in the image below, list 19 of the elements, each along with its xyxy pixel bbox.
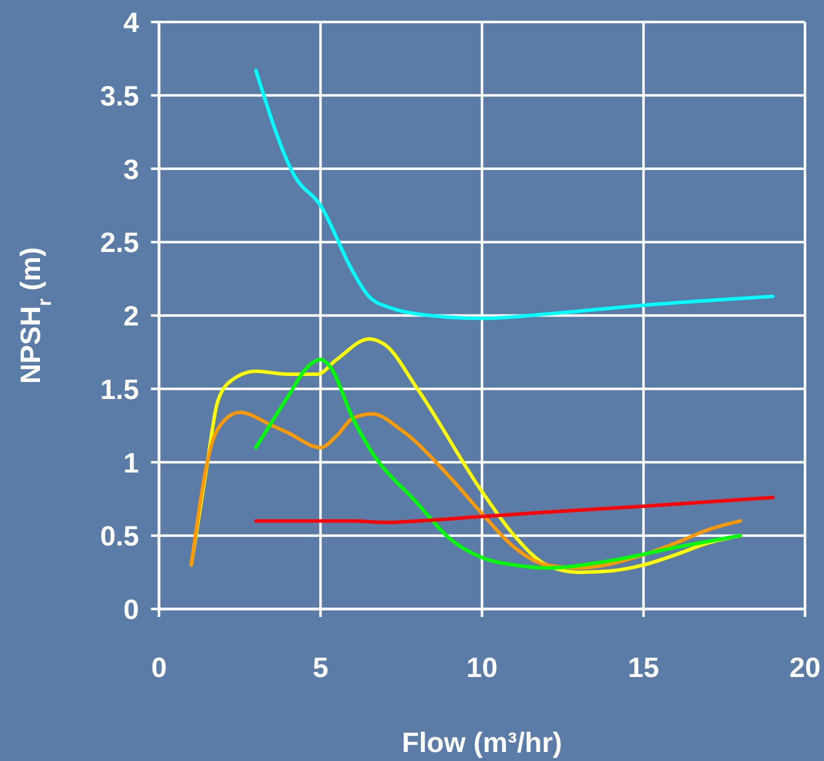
x-tick-label: 10 xyxy=(466,652,498,683)
line-series xyxy=(254,358,742,570)
x-tick-label: 0 xyxy=(151,652,167,683)
y-tick-label: 1.5 xyxy=(100,374,139,405)
y-tick-label: 2 xyxy=(123,300,139,332)
x-tick-label: 15 xyxy=(628,652,660,683)
x-tick-label: 20 xyxy=(789,652,821,683)
line-series xyxy=(190,410,742,570)
line-series xyxy=(254,496,774,524)
line-series xyxy=(254,68,774,320)
x-tick-label: 5 xyxy=(312,652,328,683)
y-tick-label: 2.5 xyxy=(100,227,139,258)
y-tick-label: 1 xyxy=(123,447,139,478)
y-tick-label: 3.5 xyxy=(100,80,139,112)
x-axis-title: Flow (m³/hr) xyxy=(402,727,562,758)
y-tick-label: 3 xyxy=(123,154,139,185)
y-tick-label: 0.5 xyxy=(100,520,139,552)
y-tick-label: 4 xyxy=(123,7,140,38)
y-tick-label: 0 xyxy=(123,594,139,625)
